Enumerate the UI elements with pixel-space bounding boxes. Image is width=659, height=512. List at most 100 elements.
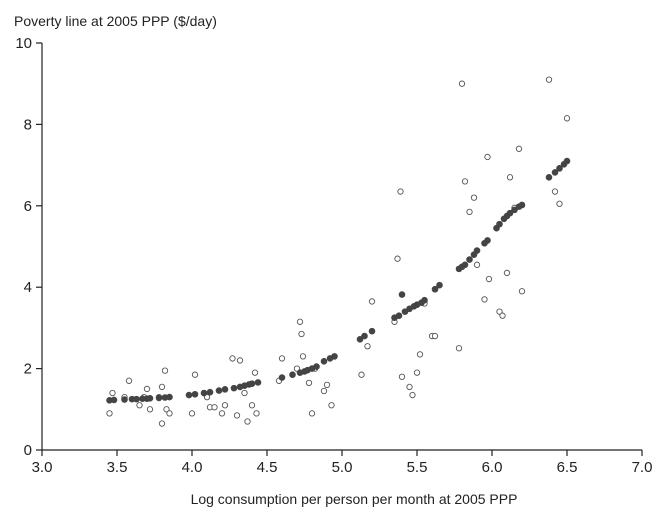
x-axis-label: Log consumption per person per month at … [191,491,518,507]
open-data-point [506,174,514,181]
filled-data-point [421,296,428,304]
open-data-point [398,373,406,380]
open-data-point [136,402,143,409]
filled-data-point [166,393,173,401]
filled-data-point [221,386,229,393]
x-tick-label: 7.0 [632,459,653,476]
open-data-point [163,406,170,413]
filled-data-point [431,285,439,293]
open-data-point [146,406,154,413]
filled-data-point [206,388,214,396]
open-data-point [358,371,365,378]
y-tick-label: 6 [24,198,32,215]
filled-data-point [185,391,193,399]
open-data-point [503,269,511,277]
y-tick-label: 10 [15,35,32,52]
open-data-point [218,410,226,417]
open-data-point [394,255,401,262]
filled-data-point [461,261,469,269]
open-data-point [551,188,559,195]
filled-data-point [356,335,364,343]
filled-data-point [278,374,286,381]
filled-data-point [551,169,559,176]
filled-data-point [331,353,338,360]
filled-data-point [506,209,514,217]
x-tick-label: 5.0 [332,459,353,476]
plot-area: 3.0 3.5 4.0 4.5 5.0 5.5 6.0 6.5 7.0 0 2 4 6 8 10 [15,35,652,476]
open-data-point [229,355,236,362]
open-data-point [484,153,491,161]
open-data-point [499,312,506,319]
open-data-point [308,410,316,417]
filled-data-point [254,379,262,386]
open-data-point [109,389,116,397]
open-data-point [485,275,493,283]
filled-data-point [121,396,128,403]
filled-data-point [511,206,518,214]
y-tick-label: 0 [24,442,32,459]
open-data-point [241,389,248,397]
open-data-point [299,353,307,360]
open-data-point [323,381,331,389]
open-data-point [397,188,404,195]
filled-data-point [436,281,443,289]
open-data-point [188,410,196,417]
x-tick-label: 3.5 [107,459,128,476]
y-tick-label: 2 [24,361,32,378]
open-data-point [481,296,488,303]
open-data-point [458,80,466,87]
filled-data-point [368,327,376,335]
open-data-point [406,383,413,391]
open-data-point [466,208,473,216]
open-data-point [413,369,421,376]
filled-data-point [320,357,328,365]
filled-data-point [146,395,154,402]
open-data-point [496,308,503,315]
filled-data-point [200,389,208,397]
open-data-point [143,385,151,393]
filled-data-point [545,174,553,181]
filled-data-point [473,247,481,254]
filled-data-point [556,165,563,172]
open-data-point [470,194,478,201]
open-data-point [251,369,259,376]
open-data-point [106,410,113,417]
open-data-point [473,261,481,268]
x-tick-label: 4.0 [182,459,203,476]
open-data-point [364,343,371,350]
y-tick-label: 4 [24,279,32,296]
y-tick-label: 8 [24,116,32,133]
open-data-point [248,402,256,409]
filled-data-point [110,396,118,404]
open-data-point [125,377,133,384]
open-data-point [563,115,571,122]
filled-data-point [496,220,503,228]
filled-data-point [361,332,368,340]
filled-data-point [398,291,406,298]
open-data-point [236,357,244,364]
y-axis-label: Poverty line at 2005 PPP ($/day) [14,13,217,29]
filled-data-point [563,157,571,165]
filled-data-point [230,384,238,392]
open-data-point [455,345,463,352]
open-data-point [221,402,229,409]
x-ticks: 3.0 3.5 4.0 4.5 5.0 5.5 6.0 6.5 7.0 [32,450,653,476]
x-tick-label: 6.5 [557,459,578,476]
open-data-point [515,145,523,152]
filled-data-point [313,363,320,370]
open-data-point [556,200,563,207]
open-data-point [320,387,328,395]
open-data-point [431,332,439,340]
open-data-point [253,410,260,417]
open-data-point [416,351,424,358]
data-points [106,76,571,427]
open-data-point [166,410,173,417]
open-data-point [158,383,166,391]
open-data-point [296,318,304,325]
filled-data-point [484,237,491,244]
x-tick-label: 4.5 [257,459,278,476]
open-data-point [161,367,169,374]
open-data-point [328,402,335,409]
open-data-point [158,420,166,427]
